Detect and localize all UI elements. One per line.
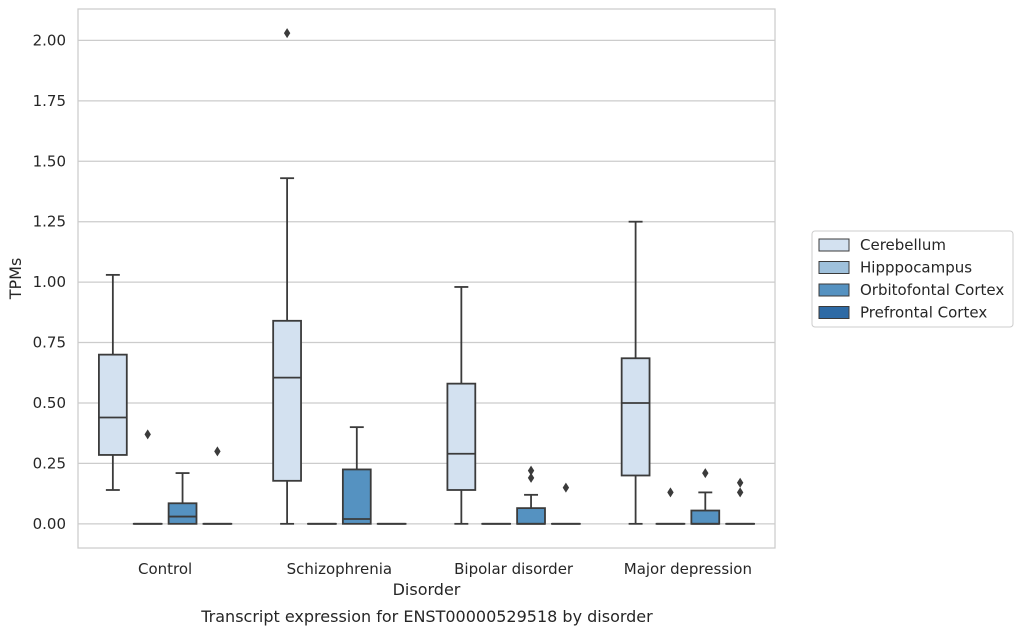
legend-label: Prefrontal Cortex — [860, 304, 987, 322]
outlier-point — [736, 477, 744, 488]
y-tick-label: 1.50 — [33, 152, 66, 170]
x-tick-label: Control — [138, 560, 192, 578]
outlier-point — [667, 487, 674, 498]
y-tick-label: 0.50 — [33, 394, 66, 412]
legend-swatch — [818, 238, 850, 252]
legend-swatch — [818, 306, 850, 319]
outlier-point — [283, 28, 291, 39]
legend: Cerebellum Hipppocampus Orbitofontal Corte… — [811, 230, 1014, 328]
y-tick-label: 1.00 — [33, 273, 66, 291]
box-plot-marks — [98, 28, 755, 525]
grid-lines — [78, 39, 775, 525]
box-3-3 — [725, 477, 755, 525]
y-tick-label: 1.75 — [33, 92, 66, 110]
box-body — [341, 468, 372, 525]
box-body — [516, 507, 546, 525]
outlier-point — [527, 472, 535, 483]
legend-label: Hipppocampus — [860, 259, 972, 277]
box-3-0 — [202, 446, 233, 525]
outlier-point — [736, 487, 744, 498]
box-body — [620, 357, 651, 477]
outlier-point — [562, 482, 570, 493]
box-2-0 — [167, 472, 198, 525]
plot-frame — [77, 8, 776, 549]
box-1-3 — [655, 487, 686, 525]
box-body — [690, 509, 721, 525]
outlier-point — [214, 446, 221, 457]
box-1-0 — [132, 429, 163, 525]
legend-label: Cerebellum — [860, 236, 946, 254]
y-tick-label: 0.00 — [33, 515, 66, 533]
box-2-3 — [690, 468, 721, 525]
box-body — [167, 502, 198, 525]
x-tick-label: Major depression — [624, 560, 752, 578]
x-axis-ticks: Control Schizophrenia Bipolar disorder Majo… — [138, 560, 752, 578]
box-body — [98, 353, 128, 456]
y-axis-label: TPMs — [6, 258, 25, 301]
x-tick-label: Schizophrenia — [287, 560, 392, 578]
box-0-1 — [272, 28, 302, 525]
box-body — [272, 319, 302, 482]
chart-caption: Transcript expression for ENST0000052951… — [200, 607, 653, 626]
box-0-0 — [98, 273, 128, 491]
x-axis-label: Disorder — [393, 580, 461, 599]
outlier-point — [702, 468, 709, 479]
box-body — [446, 382, 477, 491]
y-tick-label: 2.00 — [33, 31, 66, 49]
legend-frame — [811, 230, 1014, 328]
box-2-2 — [516, 465, 546, 525]
y-tick-label: 0.75 — [33, 334, 66, 352]
legend-label: Orbitofontal Cortex — [860, 281, 1004, 299]
legend-swatch — [818, 283, 850, 297]
y-axis-ticks: 0.00 0.25 0.50 0.75 1.00 1.25 1.50 1.75 2.00 — [33, 31, 66, 532]
outlier-point — [527, 465, 535, 476]
legend-swatch — [818, 261, 850, 274]
x-tick-label: Bipolar disorder — [454, 560, 574, 578]
box-3-2 — [551, 482, 581, 525]
outlier-point — [144, 429, 151, 440]
box-0-3 — [620, 220, 651, 525]
box-0-2 — [446, 286, 477, 525]
box-2-1 — [341, 426, 372, 525]
y-tick-label: 1.25 — [33, 213, 66, 231]
y-tick-label: 0.25 — [33, 454, 66, 472]
